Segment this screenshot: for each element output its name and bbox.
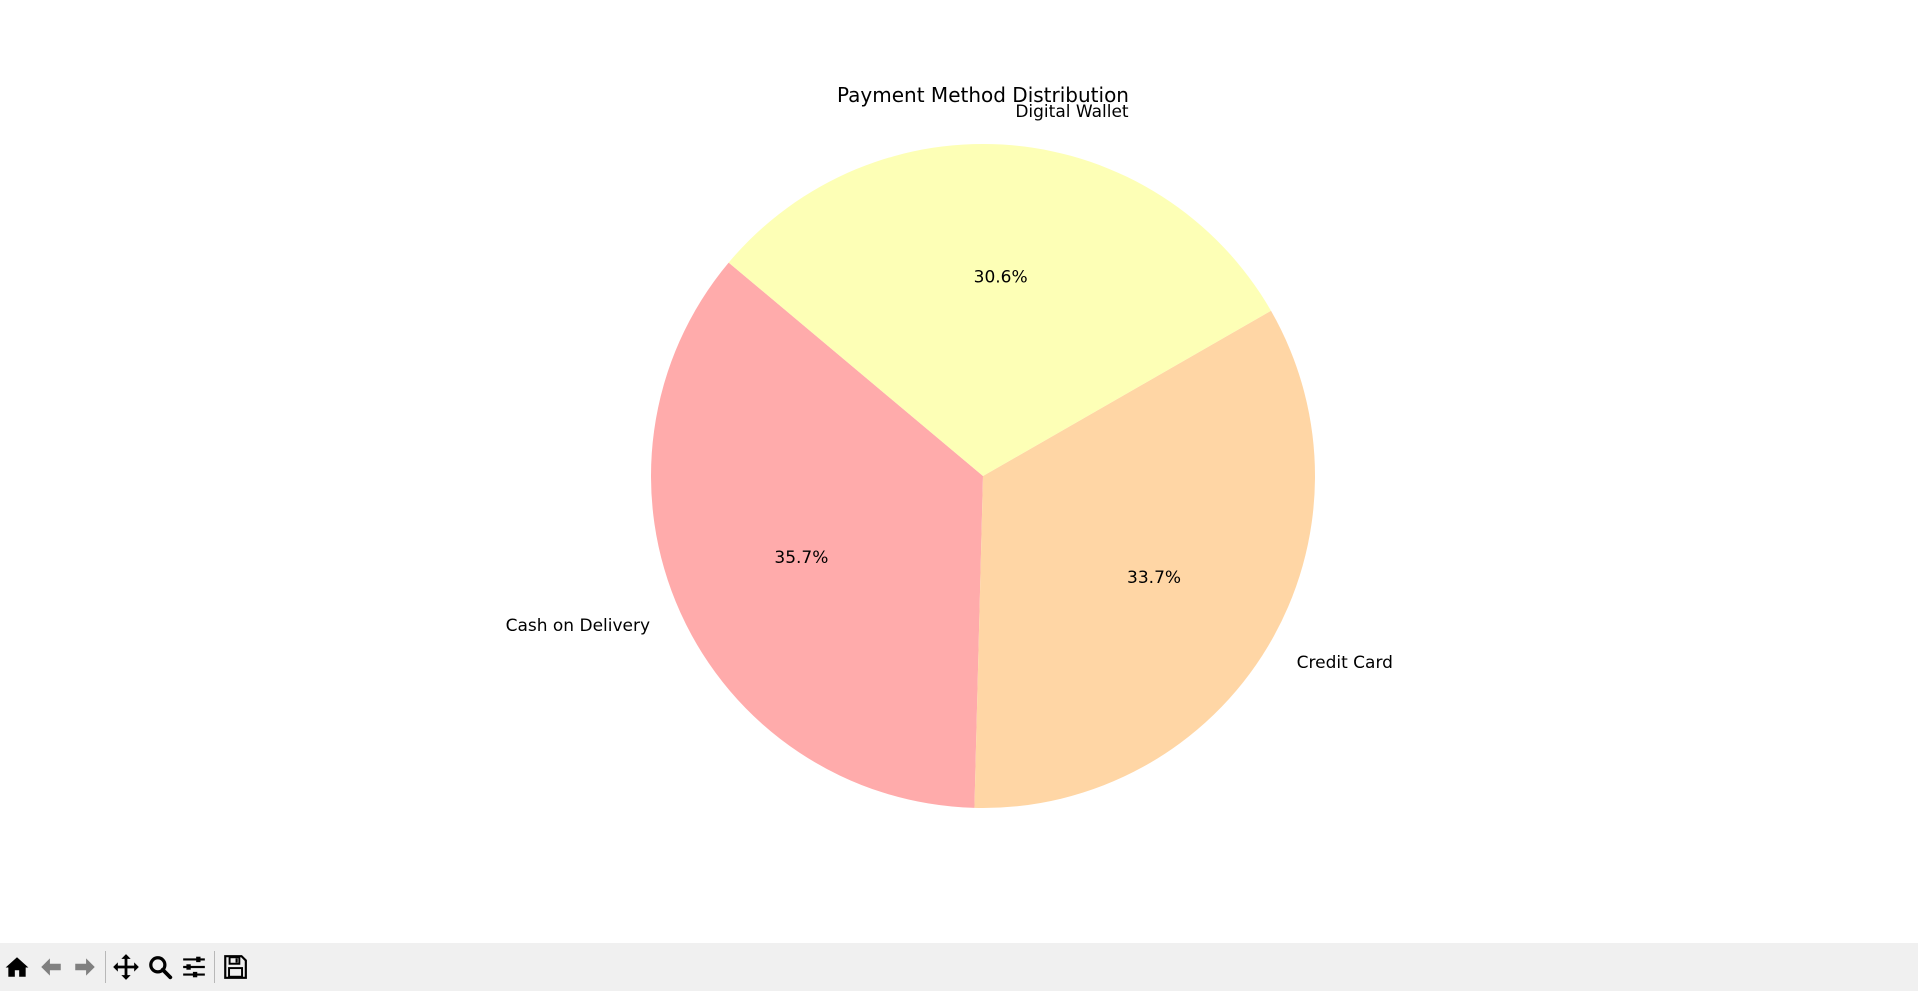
pie-slice-digital-wallet: [728, 143, 1271, 476]
forward-button[interactable]: [68, 947, 102, 987]
pie-category-label: Credit Card: [1297, 653, 1393, 673]
back-icon: [41, 958, 61, 976]
toolbar-separator: [214, 951, 215, 983]
forward-icon: [75, 958, 95, 976]
pie-percent-label: 35.7%: [774, 548, 828, 568]
pie-category-label: Cash on Delivery: [506, 616, 650, 636]
figure-canvas: 35.7% Cash on Delivery 33.7% Credit Card 30.…: [505, 83, 1393, 808]
chart-title: Payment Method Distribution: [837, 83, 1129, 107]
save-icon: [224, 955, 247, 979]
navigation-toolbar: [0, 943, 1918, 991]
pie-chart: 35.7% Cash on Delivery 33.7% Credit Card 30.…: [506, 83, 1393, 808]
pan-icon: [113, 954, 139, 980]
pan-button[interactable]: [109, 947, 143, 987]
back-button[interactable]: [34, 947, 68, 987]
pie-category-label: Digital Wallet: [1015, 102, 1129, 122]
zoom-button[interactable]: [143, 947, 177, 987]
pie-percent-label: 30.6%: [974, 268, 1028, 288]
save-button[interactable]: [218, 947, 252, 987]
zoom-icon: [149, 956, 173, 980]
toolbar-separator: [105, 951, 106, 983]
pie-slice-cash-on-delivery: [651, 262, 983, 808]
configure-subplots-button[interactable]: [177, 947, 211, 987]
home-icon: [5, 957, 29, 977]
pie-slice-credit-card: [974, 310, 1315, 808]
home-button[interactable]: [0, 947, 34, 987]
configure-subplots-icon: [183, 956, 205, 978]
pie-slices: [651, 143, 1315, 808]
pie-labels: 35.7% Cash on Delivery 33.7% Credit Card 30.…: [506, 102, 1393, 673]
pie-percent-label: 33.7%: [1127, 568, 1181, 588]
